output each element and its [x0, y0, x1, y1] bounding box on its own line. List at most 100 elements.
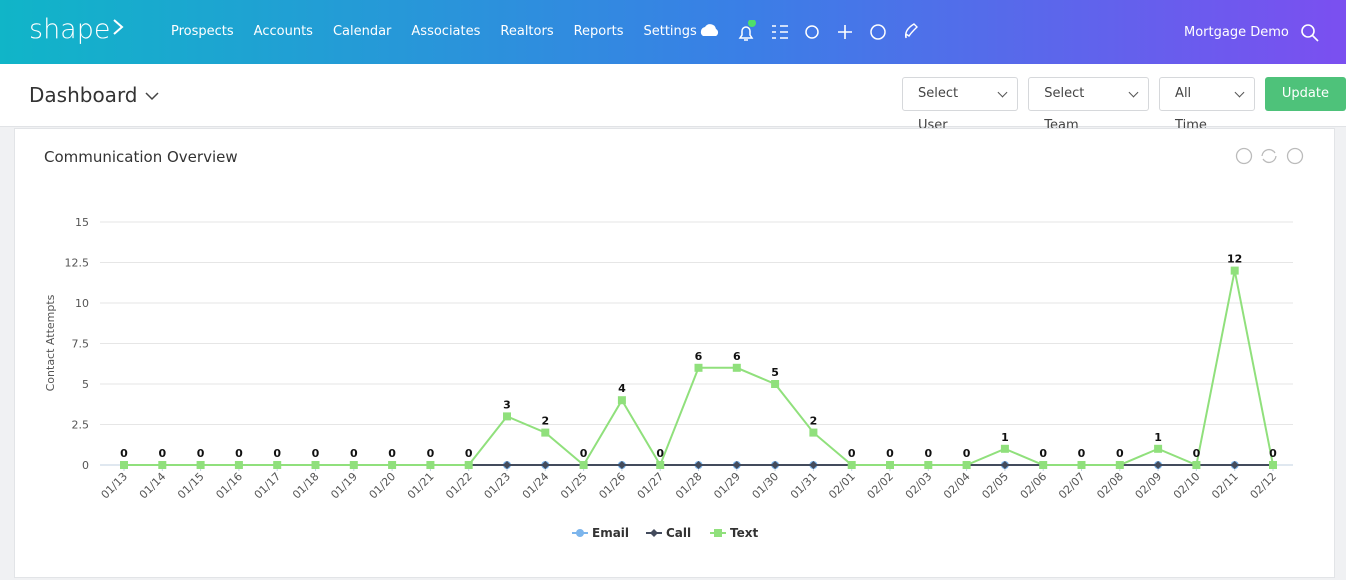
legend-label[interactable]: Text [730, 526, 758, 540]
refresh-icon[interactable] [1261, 148, 1277, 164]
download-icon[interactable] [1235, 147, 1253, 165]
x-tick-label: 02/09 [1133, 470, 1165, 502]
card-actions [1235, 147, 1304, 165]
data-label: 3 [503, 398, 511, 411]
series-marker [388, 461, 397, 469]
series-marker [120, 461, 128, 469]
x-tick-label: 02/07 [1056, 470, 1088, 502]
nav-item[interactable]: Associates [411, 24, 481, 39]
logo[interactable]: shape [29, 14, 126, 45]
data-label: 0 [1078, 447, 1086, 460]
x-tick-label: 01/13 [99, 470, 131, 502]
series-marker [196, 461, 205, 469]
x-tick-label: 01/27 [635, 470, 667, 502]
series-marker [234, 461, 243, 469]
data-label: 0 [848, 447, 856, 460]
x-tick-label: 01/17 [252, 470, 284, 502]
series-marker [1077, 461, 1086, 469]
x-tick-label: 01/24 [520, 470, 552, 502]
x-tick-label: 01/15 [175, 470, 207, 502]
data-label: 0 [963, 447, 971, 460]
update-button[interactable]: Update [1264, 77, 1346, 111]
dashboard-menu[interactable]: Dashboard [29, 83, 160, 107]
data-label: 0 [924, 447, 932, 460]
series-marker [541, 428, 550, 437]
nav-item[interactable]: Prospects [171, 24, 234, 39]
series-marker [541, 461, 550, 469]
nav-menu: Prospects Accounts Calendar Associates Realt… [171, 24, 697, 39]
data-label: 0 [158, 447, 166, 460]
legend-label[interactable]: Call [666, 526, 691, 540]
user-menu[interactable]: Mortgage Demo [1184, 25, 1289, 40]
data-label: 0 [1116, 447, 1124, 460]
data-label: 0 [1269, 447, 1277, 460]
x-tick-label: 01/31 [788, 470, 820, 502]
data-label: 0 [427, 447, 435, 460]
x-tick-label: 01/30 [750, 470, 782, 502]
series-marker [1154, 444, 1163, 453]
series-marker [732, 461, 741, 469]
data-label: 2 [541, 415, 549, 428]
tasks-icon[interactable] [772, 25, 788, 39]
data-label: 1 [1154, 431, 1162, 444]
add-icon[interactable] [838, 25, 852, 39]
x-tick-label: 01/19 [328, 470, 360, 502]
filters: Select User Select Team All Time Update [902, 77, 1346, 133]
cloud-icon[interactable] [700, 24, 719, 36]
y-tick-label: 15 [75, 216, 89, 229]
data-label: 0 [120, 447, 128, 460]
bell-icon[interactable] [738, 26, 754, 41]
x-tick-label: 02/01 [826, 470, 858, 502]
nav-bar: shape Prospects Accounts Calendar Associate… [0, 0, 1346, 64]
nav-item[interactable]: Accounts [253, 24, 313, 39]
legend-label[interactable]: Email [592, 526, 629, 540]
search-icon[interactable] [1300, 23, 1320, 43]
series-marker [809, 461, 818, 469]
series-marker [1154, 461, 1163, 469]
data-label: 12 [1227, 253, 1242, 266]
data-label: 0 [465, 447, 473, 460]
data-label: 0 [350, 447, 358, 460]
series-marker [1115, 461, 1124, 469]
data-label: 0 [656, 447, 664, 460]
legend-marker [714, 529, 722, 537]
nav-item[interactable]: Realtors [500, 24, 554, 39]
x-tick-label: 01/21 [405, 470, 437, 502]
x-tick-label: 01/18 [290, 470, 322, 502]
y-tick-label: 12.5 [65, 257, 90, 270]
phone-icon[interactable] [904, 23, 918, 39]
series-marker [694, 363, 703, 372]
y-tick-label: 5 [82, 378, 89, 391]
x-tick-label: 01/14 [137, 470, 169, 502]
x-tick-label: 01/22 [443, 470, 475, 502]
x-tick-label: 01/23 [482, 470, 514, 502]
y-tick-label: 10 [75, 297, 89, 310]
fingerprint-icon[interactable] [805, 25, 819, 39]
series-marker [886, 461, 894, 469]
nav-item[interactable]: Settings [643, 24, 697, 39]
help-icon[interactable] [870, 24, 886, 40]
nav-item[interactable]: Calendar [332, 24, 392, 39]
nav-item[interactable]: Reports [573, 24, 624, 39]
x-tick-label: 02/11 [1209, 470, 1241, 502]
dashboard-title: Dashboard [29, 83, 138, 107]
series-marker [158, 461, 167, 469]
x-tick-label: 01/29 [711, 470, 743, 502]
logo-text: shape [29, 14, 111, 45]
data-label: 0 [197, 447, 205, 460]
series-marker [311, 461, 320, 469]
series-marker [464, 461, 473, 469]
x-tick-label: 02/02 [865, 470, 897, 502]
series-marker [1000, 461, 1009, 469]
notification-dot [748, 20, 756, 27]
series-marker [426, 461, 435, 469]
close-icon[interactable] [1286, 147, 1304, 165]
data-label: 0 [1193, 447, 1201, 460]
series-marker [656, 461, 665, 469]
data-label: 1 [1001, 431, 1009, 444]
series-marker [847, 461, 856, 469]
x-tick-label: 01/16 [213, 470, 245, 502]
series-marker [694, 461, 703, 469]
x-tick-label: 02/06 [1018, 470, 1050, 502]
